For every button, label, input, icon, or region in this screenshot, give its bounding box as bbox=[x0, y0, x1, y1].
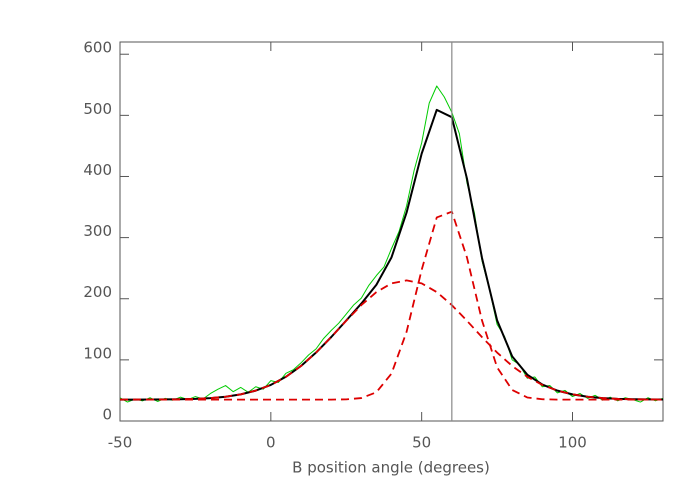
y-tick-label: 100 bbox=[83, 344, 112, 362]
data-line bbox=[119, 85, 664, 403]
x-axis-label: B position angle (degrees) bbox=[292, 459, 490, 477]
y-tick-label: 200 bbox=[83, 283, 112, 301]
y-tick-label: 300 bbox=[83, 222, 112, 240]
y-tick-label: 0 bbox=[102, 406, 112, 424]
data-line bbox=[120, 108, 664, 401]
x-tick-label: 0 bbox=[266, 434, 276, 452]
x-tick-label: 50 bbox=[412, 434, 431, 452]
x-tick-label: 100 bbox=[558, 434, 587, 452]
component-curve bbox=[120, 210, 663, 401]
component-curve bbox=[120, 279, 664, 401]
y-tick-label: 400 bbox=[83, 161, 112, 179]
plot-frame bbox=[119, 41, 664, 422]
y-tick-label: 500 bbox=[83, 100, 112, 118]
x-tick-label: -50 bbox=[108, 434, 133, 452]
y-tick-label: 600 bbox=[83, 39, 112, 57]
